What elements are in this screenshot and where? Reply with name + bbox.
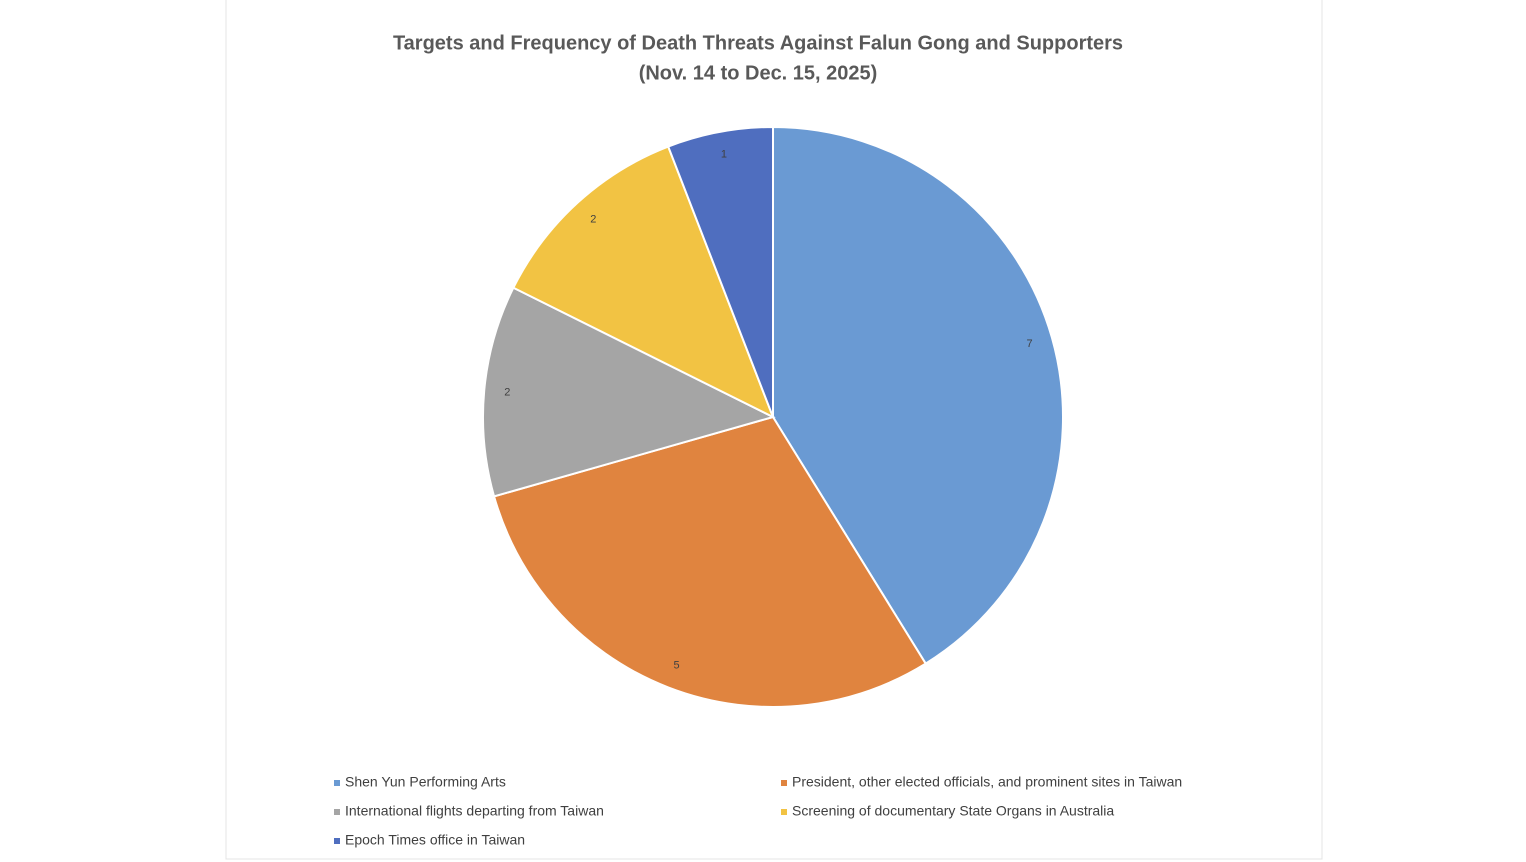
legend-swatch: [334, 838, 340, 844]
data-label: 1: [721, 149, 727, 161]
legend-swatch: [334, 780, 340, 786]
pie-slice: [666, 125, 774, 418]
legend-label: Screening of documentary State Organs in…: [792, 803, 1114, 819]
legend-label: Epoch Times office in Taiwan: [345, 832, 525, 848]
chart-subtitle: (Nov. 14 to Dec. 15, 2025): [639, 62, 878, 84]
chart-title: Targets and Frequency of Death Threats A…: [393, 32, 1123, 54]
legend-swatch: [781, 809, 787, 815]
pie-slice: [512, 145, 775, 420]
legend-label: International flights departing from Tai…: [345, 803, 604, 819]
pie-slice: [772, 125, 1064, 665]
data-label: 7: [1027, 338, 1033, 350]
legend-label: President, other elected officials, and …: [792, 774, 1182, 790]
data-label: 2: [504, 386, 510, 398]
pie-slice: [492, 415, 928, 708]
legend-swatch: [334, 809, 340, 815]
legend-swatch: [781, 780, 787, 786]
pie-slice: [482, 286, 776, 498]
data-label: 5: [674, 660, 680, 672]
legend-label: Shen Yun Performing Arts: [345, 774, 506, 790]
data-label: 2: [590, 214, 596, 226]
